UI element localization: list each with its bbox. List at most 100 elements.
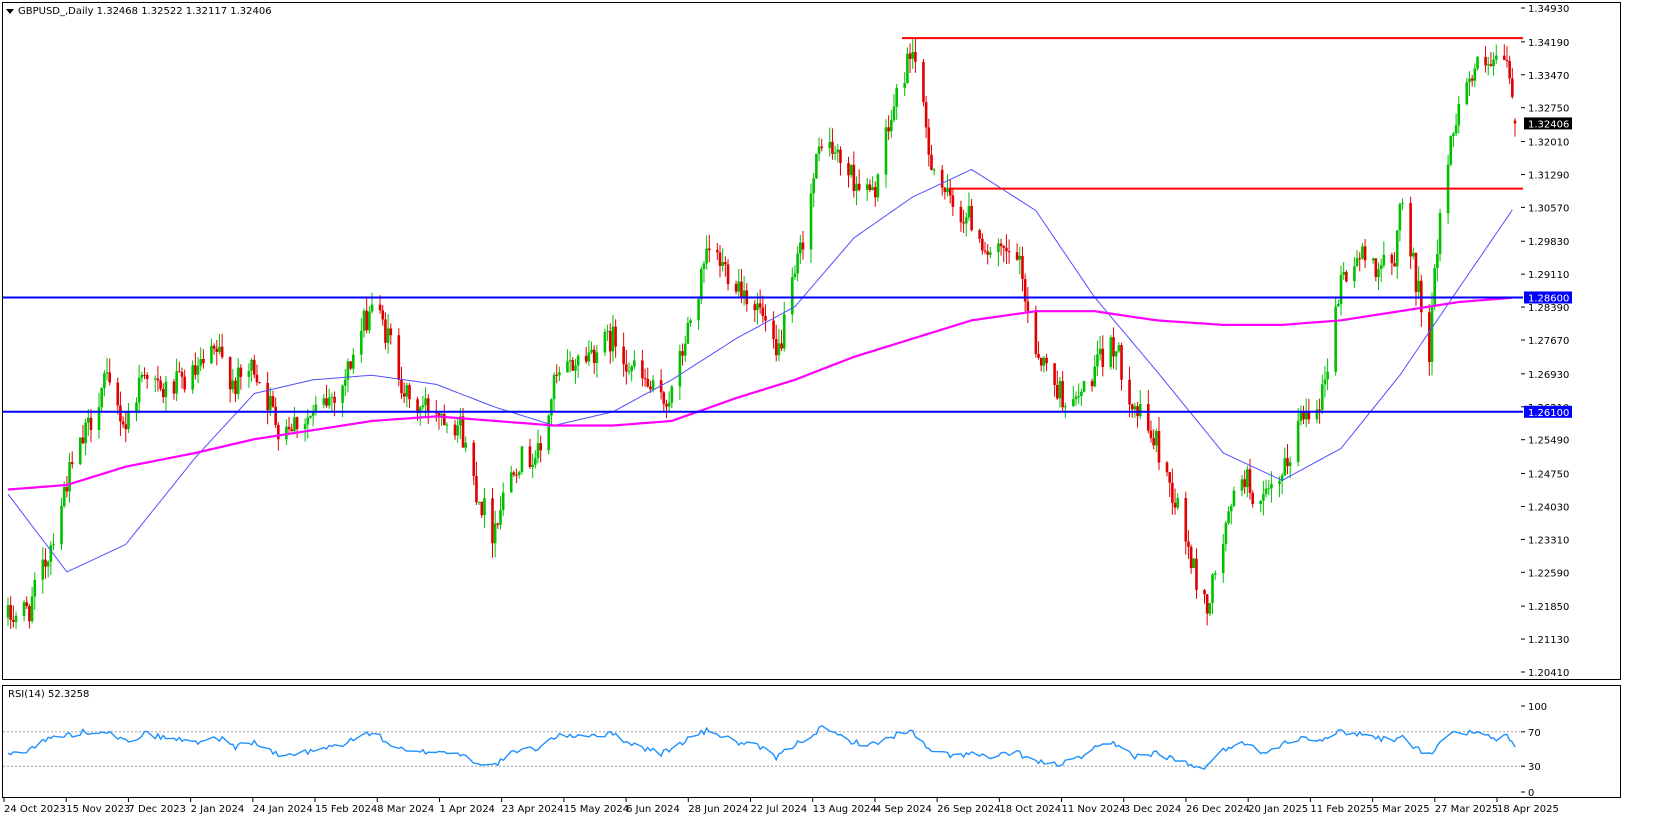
bull-candle	[1398, 204, 1402, 231]
bull-candle	[68, 462, 71, 492]
bear-candle	[145, 374, 149, 379]
bull-candle	[105, 372, 109, 374]
price-tick-label: 1.32010	[1528, 138, 1569, 149]
bear-candle	[1393, 263, 1396, 267]
bull-candle	[689, 320, 692, 323]
bull-candle	[865, 184, 869, 190]
bull-candle	[849, 164, 853, 176]
bull-candle	[903, 83, 907, 88]
bear-candle	[1184, 498, 1188, 542]
bull-candle	[566, 361, 569, 373]
bull-candle	[103, 373, 106, 389]
bull-candle	[1355, 258, 1359, 267]
bear-candle	[571, 360, 575, 371]
bull-candle	[558, 372, 561, 376]
bear-candle	[986, 251, 989, 255]
bull-candle	[1280, 475, 1284, 482]
bear-candle	[1248, 469, 1252, 493]
bull-candle	[459, 416, 462, 426]
bear-candle	[461, 416, 465, 448]
bull-candle	[871, 187, 874, 191]
bull-candle	[1042, 357, 1046, 366]
bull-candle	[509, 472, 513, 493]
bull-candle	[231, 380, 235, 390]
bull-candle	[1064, 406, 1067, 408]
bear-candle	[801, 242, 805, 250]
date-tick-label: 2 Jan 2024	[191, 804, 245, 815]
bear-candle	[381, 310, 385, 320]
bull-candle	[1262, 494, 1265, 501]
bear-candle	[252, 359, 256, 375]
price-tick-label: 1.27670	[1528, 336, 1569, 347]
bear-candle	[255, 374, 259, 383]
price-tick-label: 1.31290	[1528, 170, 1569, 181]
bull-candle	[78, 437, 82, 464]
date-tick-label: 18 Apr 2025	[1497, 804, 1559, 815]
bear-candle	[1171, 482, 1174, 503]
bull-candle	[501, 492, 505, 511]
bull-candle	[895, 87, 898, 107]
bear-candle	[555, 374, 559, 376]
bear-candle	[1363, 246, 1367, 261]
bull-candle	[697, 299, 700, 321]
bull-candle	[812, 178, 815, 194]
bear-candle	[999, 243, 1003, 247]
bull-candle	[590, 349, 593, 353]
horizontal-levels[interactable]	[3, 37, 1523, 413]
bull-candle	[876, 174, 880, 198]
bear-candle	[1112, 337, 1115, 357]
price-tick-label: 1.24750	[1528, 470, 1569, 481]
bear-candle	[734, 283, 738, 292]
bear-candle	[649, 386, 652, 390]
bear-candle	[496, 523, 500, 525]
bull-candle	[633, 360, 636, 367]
bear-candle	[400, 379, 403, 394]
bull-candle	[87, 417, 90, 423]
bear-candle	[1026, 301, 1030, 311]
bull-candle	[330, 396, 334, 398]
bear-candle	[914, 51, 917, 62]
dropdown-triangle-icon[interactable]	[6, 9, 14, 14]
bear-candle	[1470, 78, 1474, 81]
bull-candle	[1494, 55, 1498, 60]
bear-candle	[416, 399, 419, 414]
bull-candle	[424, 398, 427, 406]
support-level-label: 1.28600	[1528, 293, 1569, 304]
bull-candle	[606, 331, 609, 333]
bull-candle	[1018, 255, 1022, 260]
bear-candle	[753, 304, 757, 311]
bear-candle	[1187, 541, 1190, 547]
bull-candle	[1379, 265, 1383, 270]
bear-candle	[295, 417, 299, 429]
date-tick-label: 4 Sep 2024	[875, 804, 932, 815]
bull-candle	[1080, 391, 1083, 397]
bull-candle	[1270, 484, 1273, 489]
bull-candle	[1117, 345, 1121, 352]
bull-candle	[6, 604, 10, 618]
bull-candle	[799, 242, 802, 254]
bull-candle	[964, 217, 968, 224]
bull-candle	[550, 399, 553, 416]
bear-candle	[116, 382, 120, 406]
bull-candle	[175, 371, 178, 394]
date-tick-label: 18 Oct 2024	[999, 804, 1061, 815]
price-tick-label: 1.20410	[1528, 668, 1569, 679]
bear-candle	[271, 396, 275, 407]
price-tick-label: 1.28390	[1528, 303, 1569, 314]
bull-candle	[360, 330, 363, 355]
date-tick-label: 8 Mar 2024	[377, 804, 434, 815]
bear-candle	[1251, 492, 1254, 505]
bull-candle	[362, 310, 366, 331]
support-level-label: 1.26100	[1528, 408, 1569, 419]
bull-candle	[100, 388, 103, 408]
bear-candle	[1090, 381, 1094, 387]
bull-candle	[499, 510, 502, 525]
bear-candle	[868, 184, 872, 191]
bull-candle	[651, 380, 655, 390]
date-tick-label: 1 Apr 2024	[439, 804, 494, 815]
bear-candle	[1053, 363, 1056, 385]
bear-candle	[1489, 64, 1493, 67]
bull-candle	[46, 561, 50, 567]
